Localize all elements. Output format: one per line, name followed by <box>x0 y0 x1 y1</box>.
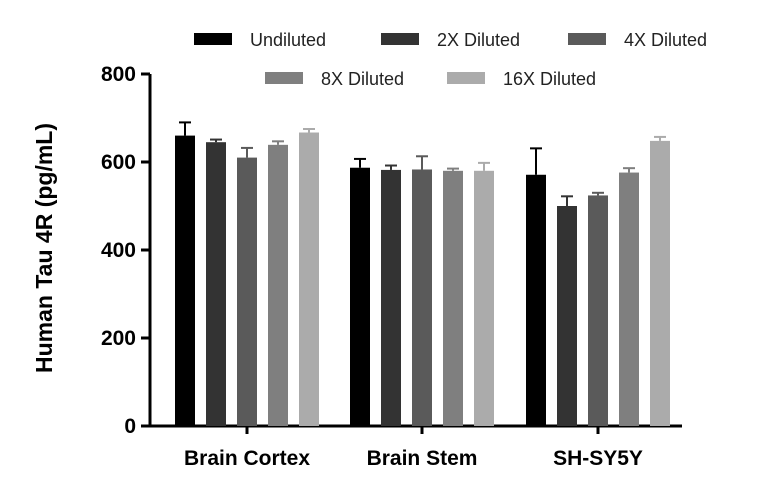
y-tick-label: 400 <box>101 239 136 262</box>
legend-label: 4X Diluted <box>624 30 707 50</box>
bar-8x-diluted-brain-stem <box>443 170 463 426</box>
legend-swatch-undiluted <box>194 33 232 45</box>
bars <box>175 121 670 427</box>
legend-swatch-2x-diluted <box>381 33 419 45</box>
x-category-label: SH-SY5Y <box>553 447 643 470</box>
y-tick-label: 800 <box>101 63 136 86</box>
bar-4x-diluted-sh-sy5y <box>588 195 608 426</box>
legend-swatch-16x-diluted <box>447 72 485 84</box>
legend: Undiluted 2X Diluted 4X Diluted 8X Diluted 1… <box>194 30 707 89</box>
bar-undiluted-brain-stem <box>350 167 370 426</box>
legend-label: 8X Diluted <box>321 69 404 89</box>
x-category-label: Brain Stem <box>367 447 478 470</box>
legend-swatch-8x-diluted <box>265 72 303 84</box>
bar-2x-diluted-sh-sy5y <box>557 206 577 426</box>
y-tick-label: 200 <box>101 327 136 350</box>
x-category-label: Brain Cortex <box>184 447 310 470</box>
bar-16x-diluted-sh-sy5y <box>650 140 670 426</box>
bar-4x-diluted-brain-cortex <box>237 157 257 426</box>
bar-8x-diluted-sh-sy5y <box>619 172 639 426</box>
y-tick-label: 600 <box>101 151 136 174</box>
legend-label: Undiluted <box>250 30 326 50</box>
bar-16x-diluted-brain-cortex <box>299 132 319 426</box>
bar-16x-diluted-brain-stem <box>474 170 494 426</box>
bar-undiluted-sh-sy5y <box>526 174 546 426</box>
bar-4x-diluted-brain-stem <box>412 169 432 427</box>
bar-8x-diluted-brain-cortex <box>268 144 288 426</box>
bar-2x-diluted-brain-cortex <box>206 142 226 426</box>
legend-label: 16X Diluted <box>503 69 596 89</box>
bar-undiluted-brain-cortex <box>175 135 195 426</box>
bar-2x-diluted-brain-stem <box>381 169 401 427</box>
y-tick-label: 0 <box>124 415 136 438</box>
y-axis-title: Human Tau 4R (pg/mL) <box>31 123 57 373</box>
legend-label: 2X Diluted <box>437 30 520 50</box>
legend-swatch-4x-diluted <box>568 33 606 45</box>
category-labels: Brain Cortex Brain Stem SH-SY5Y <box>184 426 643 470</box>
